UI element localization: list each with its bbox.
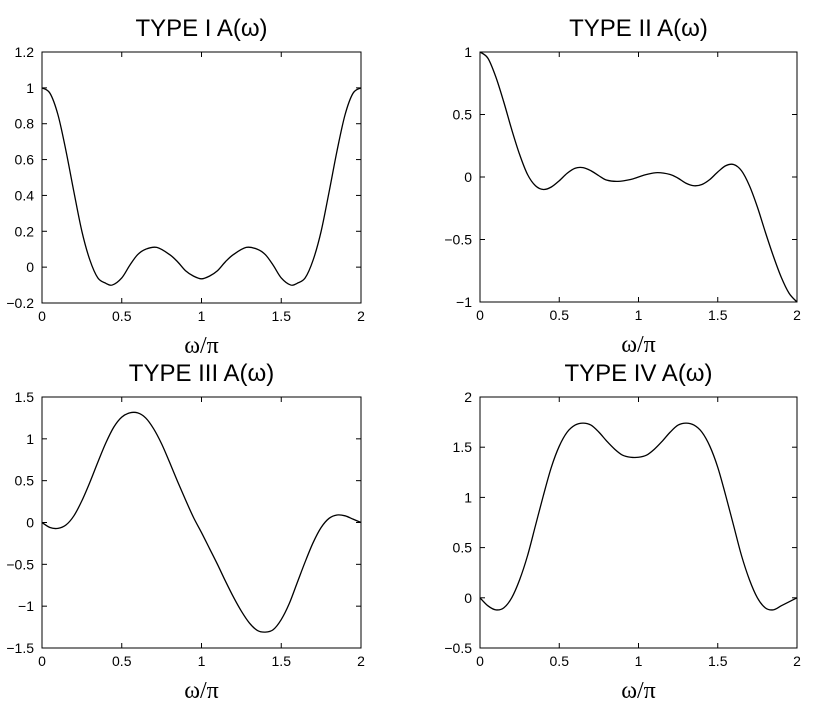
y-tick-label: 0.4 — [15, 187, 35, 203]
x-tick-label: 1.5 — [272, 653, 292, 669]
x-tick-label: 0.5 — [550, 307, 570, 323]
x-tick-label: 0.5 — [112, 653, 132, 669]
x-axis-label: ω/π — [621, 678, 656, 704]
y-tick-label: 1 — [464, 44, 472, 60]
y-tick-label: 0.5 — [453, 107, 473, 123]
y-tick-label: 0 — [26, 515, 34, 531]
x-tick-label: 0 — [38, 653, 46, 669]
chart-title: TYPE II A(ω) — [569, 15, 708, 42]
y-tick-label: 0 — [26, 259, 34, 275]
y-tick-label: 0.5 — [453, 540, 473, 556]
series-line — [479, 422, 798, 611]
series-line — [41, 87, 362, 286]
x-axis-label: ω/π — [184, 678, 219, 704]
x-tick-label: 1.5 — [708, 653, 728, 669]
x-tick-label: 0.5 — [550, 653, 570, 669]
series-line — [41, 411, 362, 633]
y-tick-label: 0.8 — [15, 116, 35, 132]
x-axis-label: ω/π — [621, 332, 656, 358]
x-tick-label: 2 — [357, 653, 365, 669]
x-tick-label: 1 — [635, 307, 643, 323]
panel-type-iv: TYPE IV A(ω) ω/π 0 0.5 1 1.5 2−0.500.511.52 — [444, 360, 801, 704]
y-tick-label: −0.5 — [444, 232, 472, 248]
panel-type-iii: TYPE III A(ω) ω/π 0 0.5 1 1.5 2 −1.5 −1 −0.5 0 0.… — [6, 360, 365, 704]
x-tick-label: 2 — [793, 653, 801, 669]
x-tick-label: 1.5 — [708, 307, 728, 323]
x-tick-label: 0 — [38, 308, 46, 324]
y-tick-label: −0.5 — [444, 640, 472, 656]
y-tick-label: −0.5 — [6, 556, 34, 572]
series-line — [479, 51, 798, 303]
y-tick-label: 1 — [26, 80, 34, 96]
y-tick-label: 1 — [26, 431, 34, 447]
plot-frame — [479, 396, 798, 649]
y-tick-label: 0 — [464, 590, 472, 606]
y-tick-label: −1.5 — [6, 640, 34, 656]
x-tick-label: 1 — [198, 308, 206, 324]
y-tick-label: 1.2 — [15, 44, 35, 60]
y-tick-label: 0.2 — [15, 223, 35, 239]
y-tick-label: −1 — [18, 598, 34, 614]
y-tick-label: 0.5 — [15, 473, 35, 489]
y-tick-label: 0.6 — [15, 152, 35, 168]
x-tick-label: 2 — [357, 308, 365, 324]
y-tick-label: 1 — [464, 489, 472, 505]
x-tick-label: 1 — [635, 653, 643, 669]
y-tick-label: −0.2 — [6, 295, 34, 311]
chart-title: TYPE IV A(ω) — [564, 360, 712, 387]
plot-frame — [41, 51, 362, 304]
x-axis-label: ω/π — [184, 333, 219, 359]
x-tick-label: 0.5 — [112, 308, 132, 324]
y-tick-label: 1.5 — [15, 389, 35, 405]
x-tick-label: 1 — [198, 653, 206, 669]
chart-title: TYPE I A(ω) — [135, 15, 267, 42]
y-tick-label: 2 — [464, 389, 472, 405]
x-tick-label: 1.5 — [272, 308, 292, 324]
panel-type-ii: TYPE II A(ω) ω/π 0 0.5 1 1.5 2 −1 −0.5 0 0.5 1 — [444, 15, 801, 358]
chart-title: TYPE III A(ω) — [129, 360, 274, 387]
y-tick-label: −1 — [456, 294, 472, 310]
panel-type-i: TYPE I A(ω) ω/π 0 0.5 1 1.5 2−0.200.20.40.60… — [6, 15, 365, 359]
plot-frame — [41, 396, 362, 649]
x-tick-label: 0 — [476, 653, 484, 669]
x-tick-label: 2 — [793, 307, 801, 323]
y-tick-label: 1.5 — [453, 439, 473, 455]
y-tick-label: 0 — [464, 169, 472, 185]
x-tick-label: 0 — [476, 307, 484, 323]
